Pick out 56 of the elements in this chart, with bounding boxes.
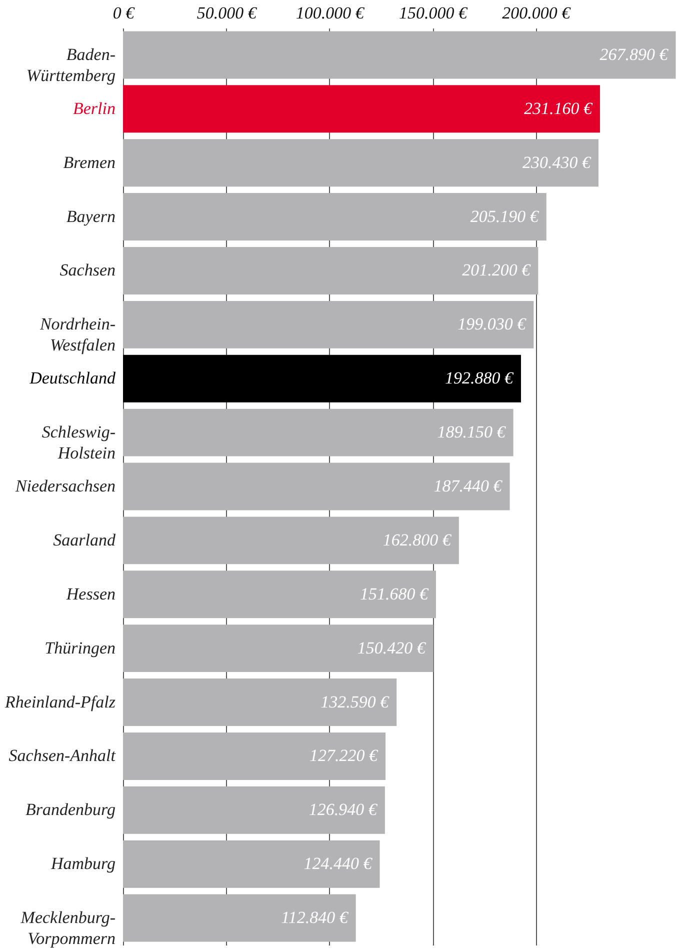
data-label: 201.200 €	[462, 260, 532, 280]
x-tick-label: 50.000 €	[196, 4, 258, 22]
data-label: 205.190 €	[470, 206, 540, 226]
y-tick-label: Bremen	[63, 152, 116, 172]
y-tick-label: Rheinland-Pfalz	[4, 692, 116, 712]
x-tick-label: 200.000 €	[502, 4, 572, 22]
data-label: 112.840 €	[281, 908, 350, 928]
bar	[123, 408, 514, 456]
x-tick-label: 0 €	[112, 4, 136, 22]
bar	[123, 624, 434, 672]
data-label: 132.590 €	[320, 692, 390, 712]
bar	[123, 570, 436, 618]
y-tick-label: Sachsen-Anhalt	[8, 746, 117, 766]
bar	[123, 894, 356, 942]
bar	[123, 678, 397, 726]
bar	[123, 840, 380, 888]
data-label: 230.430 €	[522, 152, 592, 172]
bar	[123, 786, 385, 834]
bar	[123, 85, 600, 133]
data-label: 124.440 €	[304, 854, 374, 874]
data-label: 192.880 €	[444, 368, 514, 388]
y-tick-label: Niedersachsen	[14, 476, 116, 496]
x-tick-label: 150.000 €	[399, 4, 469, 22]
bar	[123, 31, 676, 79]
y-tick-label: Sachsen	[60, 260, 116, 280]
data-label: 187.440 €	[434, 476, 504, 496]
y-tick-label: Mecklenburg-Vorpommern	[20, 908, 116, 948]
data-label: 126.940 €	[308, 800, 378, 820]
data-label: 150.420 €	[357, 638, 427, 658]
y-tick-label: Deutschland	[28, 368, 116, 388]
data-label: 267.890 €	[600, 44, 670, 64]
y-tick-label: Hamburg	[50, 854, 116, 874]
y-tick-label: Hessen	[65, 584, 116, 604]
bar	[123, 300, 534, 348]
y-tick-label: Bayern	[66, 206, 116, 226]
y-tick-label: Schleswig-Holstein	[42, 422, 116, 463]
bar	[123, 354, 521, 402]
bar	[123, 193, 546, 241]
bar	[123, 139, 598, 187]
y-tick-label: Nordrhein-Westfalen	[38, 314, 116, 355]
bar	[123, 732, 386, 780]
data-label: 127.220 €	[310, 746, 380, 766]
y-tick-label: Thüringen	[44, 638, 116, 658]
x-tick-label: 100.000 €	[296, 4, 366, 22]
bar	[123, 462, 510, 510]
y-tick-label: Baden-Württemberg	[26, 44, 116, 85]
data-label: 231.160 €	[524, 98, 594, 118]
data-label: 189.150 €	[437, 422, 507, 442]
data-label: 151.680 €	[360, 584, 430, 604]
data-label: 199.030 €	[458, 314, 528, 334]
data-label: 162.800 €	[382, 530, 452, 550]
y-tick-label: Saarland	[53, 530, 116, 550]
bar	[123, 247, 538, 294]
bar	[123, 516, 459, 564]
y-tick-label: Berlin	[73, 98, 116, 118]
y-tick-label: Brandenburg	[25, 800, 116, 820]
